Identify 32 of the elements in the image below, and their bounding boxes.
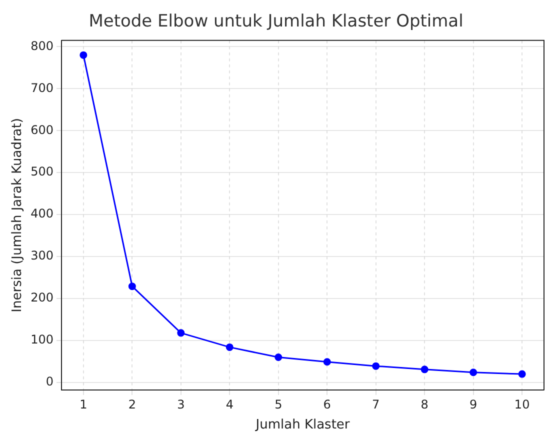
x-axis-title: Jumlah Klaster (254, 418, 350, 433)
y-axis-title: Inersia (Jumlah Jarak Kuadrat) (10, 118, 26, 312)
x-tick-label: 2 (128, 397, 136, 412)
y-tick-label: 500 (30, 164, 54, 179)
x-tick-label: 9 (470, 397, 478, 412)
y-tick-label: 300 (30, 248, 54, 263)
y-tick-label: 200 (30, 290, 54, 305)
x-tick-label: 3 (177, 397, 185, 412)
y-tick-label: 0 (46, 374, 54, 389)
y-tick-label: 400 (30, 206, 54, 221)
point (226, 343, 234, 351)
x-tick-label: 6 (323, 397, 331, 412)
point (323, 358, 331, 366)
chart-title: Metode Elbow untuk Jumlah Klaster Optimal (88, 12, 464, 32)
point (518, 370, 526, 378)
y-tick-label: 700 (30, 80, 54, 95)
point (470, 368, 478, 376)
point (274, 354, 282, 362)
y-tick-label: 100 (30, 332, 54, 347)
x-tick-label: 7 (372, 397, 380, 412)
x-tick-label: 8 (420, 397, 428, 412)
point (177, 329, 185, 337)
point (420, 366, 428, 374)
point (372, 362, 380, 370)
x-tick-label: 10 (514, 397, 530, 412)
x-tick-label: 5 (274, 397, 282, 412)
y-tick-label: 600 (30, 122, 54, 137)
point (128, 282, 136, 290)
point (80, 51, 88, 59)
x-tick-label: 1 (80, 397, 88, 412)
x-tick-label: 4 (226, 397, 234, 412)
y-tick-label: 800 (30, 38, 54, 53)
